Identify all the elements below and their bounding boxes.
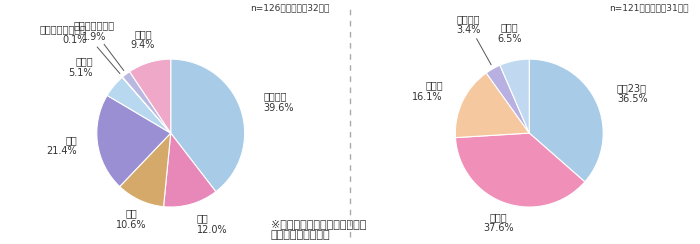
Wedge shape [130,59,171,133]
Text: 首都圏
37.6%: 首都圏 37.6% [483,212,514,233]
Wedge shape [107,77,171,133]
Text: n=121（回答会社31社）: n=121（回答会社31社） [609,4,688,13]
Text: オフィス
39.6%: オフィス 39.6% [263,91,294,112]
Wedge shape [486,65,529,133]
Wedge shape [500,59,529,133]
Text: n=126（回答会社32社）: n=126（回答会社32社） [251,4,330,13]
Text: 地方圏
6.5%: 地方圏 6.5% [497,22,522,44]
Wedge shape [120,133,171,207]
Text: 物流
21.4%: 物流 21.4% [46,135,77,156]
Text: 商業
10.6%: 商業 10.6% [116,208,146,230]
Text: データセンター
1.9%: データセンター 1.9% [74,20,115,42]
Text: その他
9.4%: その他 9.4% [131,29,155,50]
Wedge shape [122,77,171,133]
Wedge shape [171,59,245,192]
Wedge shape [97,95,171,187]
Text: 名古屋圏
3.4%: 名古屋圏 3.4% [456,14,481,35]
Text: 住宅
12.0%: 住宅 12.0% [197,213,228,235]
Wedge shape [164,133,216,207]
Text: 近畿圏
16.1%: 近畿圏 16.1% [412,81,442,102]
Text: 東京23区
36.5%: 東京23区 36.5% [617,83,648,104]
Wedge shape [122,72,171,133]
Wedge shape [529,59,603,182]
Wedge shape [455,73,529,138]
Text: 高齢者施設・病院
0.1%: 高齢者施設・病院 0.1% [40,24,87,45]
Text: ※回答会社各社の運用資産残高
で加重平均している: ※回答会社各社の運用資産残高 で加重平均している [270,219,366,240]
Text: ホテル
5.1%: ホテル 5.1% [68,57,92,78]
Wedge shape [456,133,584,207]
